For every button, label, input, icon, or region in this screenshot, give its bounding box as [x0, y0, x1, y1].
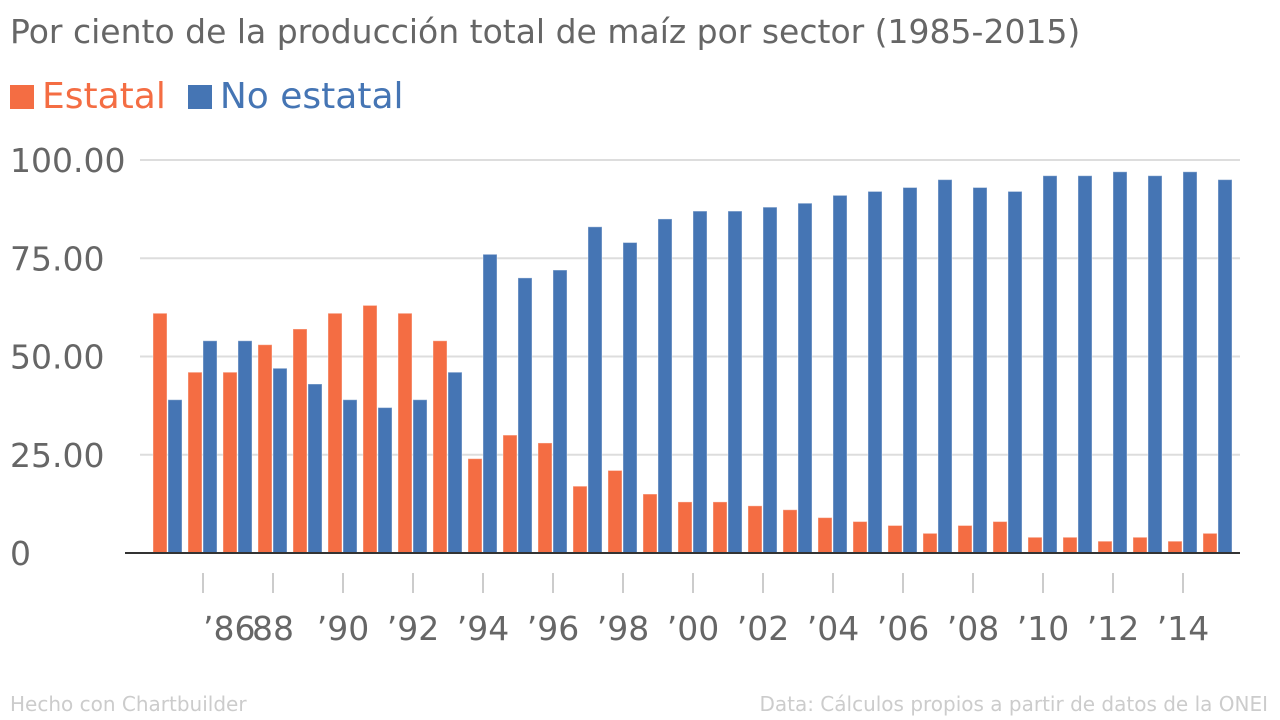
bar-no-estatal-2000: [692, 210, 708, 554]
bar-estatal-2008: [957, 524, 973, 554]
bar-estatal-1994: [467, 458, 483, 554]
bar-estatal-1990: [327, 312, 343, 554]
bar-no-estatal-1999: [657, 218, 673, 554]
x-tick-label: ’90: [317, 609, 369, 648]
bar-estatal-2015: [1202, 532, 1218, 554]
x-tick-label: ’08: [947, 609, 999, 648]
x-tick-label: ’86: [203, 609, 255, 648]
x-tick-label: ’04: [807, 609, 859, 648]
x-tick-label: ’00: [667, 609, 719, 648]
footer-source: Data: Cálculos propios a partir de datos…: [759, 692, 1268, 716]
legend: Estatal No estatal: [10, 76, 404, 117]
footer-credit: Hecho con Chartbuilder: [10, 692, 247, 716]
bar-estatal-2006: [887, 524, 903, 554]
bar-estatal-2013: [1132, 536, 1148, 554]
x-tick-label: ’06: [877, 609, 929, 648]
legend-item-estatal: Estatal: [10, 76, 166, 117]
bar-no-estatal-1997: [587, 226, 603, 554]
bar-estatal-2014: [1167, 540, 1183, 554]
x-tick-label: ’96: [527, 609, 579, 648]
bar-no-estatal-1995: [517, 277, 533, 554]
bar-estatal-2009: [992, 521, 1008, 554]
bar-estatal-2004: [817, 517, 833, 554]
bar-no-estatal-2008: [972, 187, 988, 554]
y-tick-label: 25.00: [10, 436, 104, 475]
bar-no-estatal-1986: [202, 340, 218, 554]
bar-no-estatal-2011: [1077, 175, 1093, 554]
bar-estatal-2012: [1097, 540, 1113, 554]
x-tick-label: ’02: [737, 609, 789, 648]
bar-estatal-1986: [187, 371, 203, 554]
bar-no-estatal-2005: [867, 190, 883, 554]
bar-no-estatal-2014: [1182, 171, 1198, 554]
bar-no-estatal-1990: [342, 399, 358, 554]
bar-estatal-1999: [642, 493, 658, 554]
bar-no-estatal-1991: [377, 407, 393, 554]
bar-estatal-2011: [1062, 536, 1078, 554]
bar-no-estatal-2009: [1007, 190, 1023, 554]
bar-no-estatal-2013: [1147, 175, 1163, 554]
bar-estatal-1992: [397, 312, 413, 554]
bar-estatal-1995: [502, 434, 518, 554]
legend-label-estatal: Estatal: [42, 76, 166, 117]
bar-estatal-1996: [537, 442, 553, 554]
x-tick-label: ’12: [1087, 609, 1139, 648]
x-tick-label: ’94: [457, 609, 509, 648]
bar-estatal-2005: [852, 521, 868, 554]
x-tick-label: 88: [252, 609, 294, 648]
y-tick-label: 0: [10, 534, 31, 573]
bar-no-estatal-2006: [902, 187, 918, 554]
legend-label-no-estatal: No estatal: [219, 76, 404, 117]
bar-no-estatal-1998: [622, 242, 638, 554]
y-tick-label: 100.00: [10, 141, 125, 180]
bar-estatal-2007: [922, 532, 938, 554]
y-tick-label: 50.00: [10, 338, 104, 377]
bar-no-estatal-2001: [727, 210, 743, 554]
legend-item-no-estatal: No estatal: [187, 76, 404, 117]
x-tick-label: ’98: [597, 609, 649, 648]
bar-estatal-1997: [572, 485, 588, 554]
x-tick-label: ’10: [1017, 609, 1069, 648]
x-tick-label: ’14: [1157, 609, 1209, 648]
bar-no-estatal-1994: [482, 253, 498, 554]
bar-estatal-1985: [152, 312, 168, 554]
bar-no-estatal-1988: [272, 367, 288, 554]
bar-no-estatal-2002: [762, 206, 778, 554]
bar-estatal-2010: [1027, 536, 1043, 554]
bar-no-estatal-2004: [832, 194, 848, 554]
bar-no-estatal-1987: [237, 340, 253, 554]
bar-estatal-2000: [677, 501, 693, 554]
bar-no-estatal-1992: [412, 399, 428, 554]
bar-estatal-1998: [607, 469, 623, 554]
chart-title: Por ciento de la producción total de maí…: [10, 12, 1081, 51]
bar-estatal-1991: [362, 304, 378, 554]
bar-estatal-1988: [257, 344, 273, 554]
bar-no-estatal-1996: [552, 269, 568, 554]
bar-estatal-1989: [292, 328, 308, 554]
bar-no-estatal-2007: [937, 179, 953, 554]
legend-swatch-no-estatal: [187, 84, 212, 109]
bar-estatal-2002: [747, 505, 763, 554]
bar-no-estatal-2012: [1112, 171, 1128, 554]
bar-estatal-2003: [782, 509, 798, 554]
bar-estatal-1987: [222, 371, 238, 554]
legend-swatch-estatal: [10, 84, 34, 109]
bar-no-estatal-2015: [1217, 179, 1233, 554]
bar-no-estatal-1989: [307, 383, 323, 554]
y-tick-label: 75.00: [10, 239, 104, 278]
bar-estatal-1993: [432, 340, 448, 554]
bar-no-estatal-1985: [167, 399, 183, 554]
bar-no-estatal-1993: [447, 371, 463, 554]
bar-no-estatal-2003: [797, 202, 813, 554]
x-tick-label: ’92: [387, 609, 439, 648]
bar-no-estatal-2010: [1042, 175, 1058, 554]
bar-estatal-2001: [712, 501, 728, 554]
